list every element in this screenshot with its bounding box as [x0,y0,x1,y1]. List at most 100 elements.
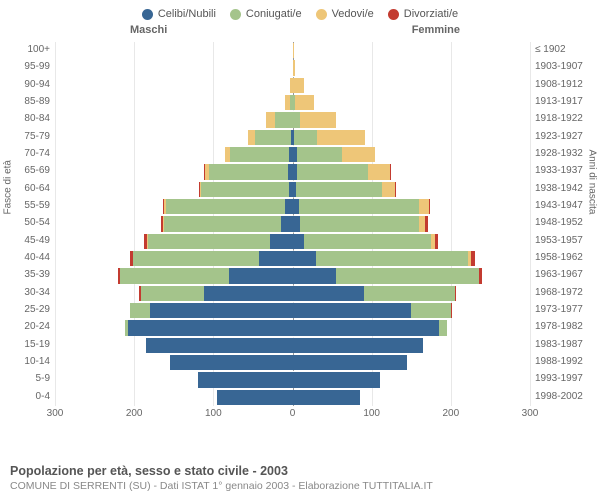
bar-segment [293,43,294,58]
pyramid-row: 45-491953-1957 [55,233,530,250]
birth-label: 1913-1917 [535,94,590,111]
bar-female [293,199,431,214]
pyramid-row: 60-641938-1942 [55,181,530,198]
bar-segment [419,199,429,214]
legend-label: Celibi/Nubili [158,8,216,20]
bar-segment [293,320,439,335]
bar-segment [395,182,396,197]
pyramid-row: 35-391963-1967 [55,267,530,284]
bar-female [293,112,337,127]
legend-item: Celibi/Nubili [142,8,216,20]
bar-female [293,251,476,266]
pyramid-row: 25-291973-1977 [55,302,530,319]
legend-dot [316,9,327,20]
bar-segment [120,268,229,283]
chart-area: Maschi Femmine Fasce di età Anni di nasc… [10,24,590,434]
bar-female [293,372,380,387]
pyramid-row: 95-991903-1907 [55,59,530,76]
age-label: 80-84 [10,111,50,128]
bar-female [293,130,365,145]
bar-segment [128,320,293,335]
bar-segment [316,251,468,266]
bar-female [293,355,408,370]
bar-segment [411,303,451,318]
bar-female [293,216,428,231]
bar-segment [146,338,292,353]
bar-segment [439,320,447,335]
age-label: 95-99 [10,59,50,76]
bar-segment [368,164,390,179]
bar-segment [293,268,337,283]
bar-segment [150,303,292,318]
bar-female [293,268,483,283]
age-label: 35-39 [10,267,50,284]
legend-label: Divorziati/e [404,8,458,20]
age-label: 0-4 [10,389,50,406]
age-label: 50-54 [10,215,50,232]
birth-label: 1963-1967 [535,267,590,284]
bar-male [248,130,292,145]
legend: Celibi/NubiliConiugati/eVedovi/eDivorzia… [0,0,600,24]
birth-label: 1928-1932 [535,146,590,163]
chart-subtitle: COMUNE DI SERRENTI (SU) - Dati ISTAT 1° … [10,480,433,492]
bar-segment [217,390,292,405]
legend-item: Divorziati/e [388,8,458,20]
age-label: 90-94 [10,77,50,94]
bar-segment [166,199,285,214]
age-label: 75-79 [10,129,50,146]
birth-label: 1953-1957 [535,233,590,250]
bar-segment [451,303,452,318]
bar-segment [148,234,271,249]
birth-label: 1923-1927 [535,129,590,146]
x-tick: 200 [126,408,143,419]
bar-female [293,78,305,93]
bar-segment [141,286,204,301]
pyramid-row: 20-241978-1982 [55,319,530,336]
bar-segment [455,286,457,301]
bar-segment [479,268,482,283]
bar-female [293,43,294,58]
birth-label: 1933-1937 [535,163,590,180]
x-tick: 200 [442,408,459,419]
birth-label: 1903-1907 [535,59,590,76]
bar-female [293,303,452,318]
birth-label: 1908-1912 [535,77,590,94]
age-label: 20-24 [10,319,50,336]
legend-label: Vedovi/e [332,8,374,20]
bar-female [293,164,391,179]
pyramid-row: 0-41998-2002 [55,389,530,406]
bar-male [161,216,292,231]
x-tick: 100 [205,408,222,419]
bar-male [217,390,292,405]
plot-area: 100+≤ 190295-991903-190790-941908-191285… [55,42,530,406]
age-label: 55-59 [10,198,50,215]
age-label: 25-29 [10,302,50,319]
bar-male [199,182,292,197]
bar-segment [364,286,455,301]
pyramid-row: 90-941908-1912 [55,77,530,94]
birth-label: 1918-1922 [535,111,590,128]
bar-segment [204,286,293,301]
legend-item: Vedovi/e [316,8,374,20]
x-axis: 3002001000100200300 [55,408,530,424]
bar-segment [293,338,424,353]
age-label: 15-19 [10,337,50,354]
gender-label-right: Femmine [412,24,460,36]
birth-label: ≤ 1902 [535,42,590,59]
bar-male [170,355,293,370]
bar-segment [164,216,281,231]
bar-male [163,199,293,214]
bar-segment [293,355,408,370]
age-label: 70-74 [10,146,50,163]
age-label: 60-64 [10,181,50,198]
pyramid-row: 100+≤ 1902 [55,42,530,59]
bar-segment [304,234,431,249]
bar-segment [293,234,305,249]
bar-segment [342,147,375,162]
birth-label: 1983-1987 [535,337,590,354]
bar-segment [229,268,292,283]
bar-segment [429,199,431,214]
bar-female [293,182,397,197]
bar-female [293,234,439,249]
birth-label: 1978-1982 [535,319,590,336]
